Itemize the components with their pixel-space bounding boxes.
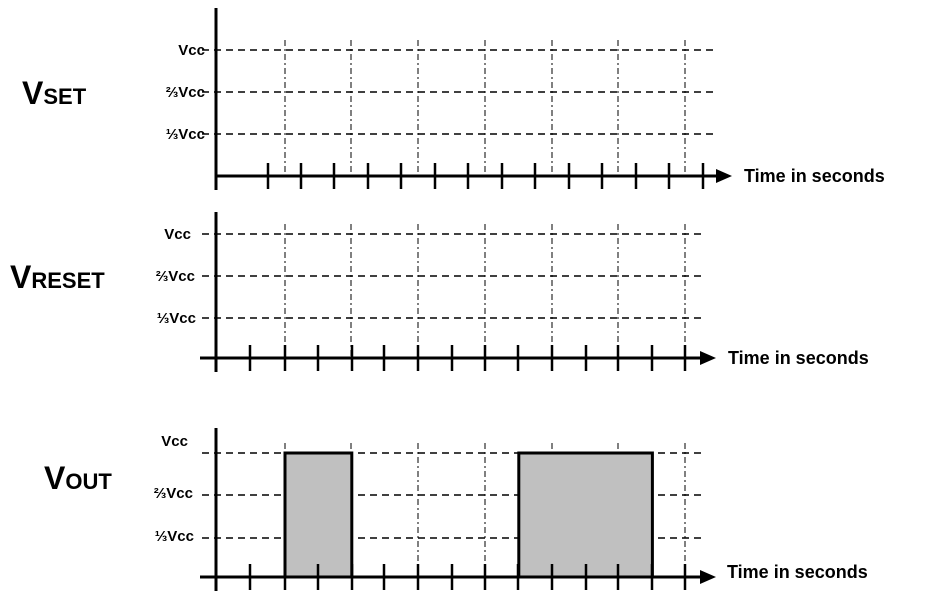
vreset-level-vcc-label: Vcc [164, 226, 191, 243]
vset-level-two-thirds-label: ⅔Vcc [166, 84, 205, 101]
vout-level-two-thirds-label: ⅔Vcc [154, 485, 193, 502]
vout-time-axis-label: Time in seconds [727, 562, 868, 582]
vset-time-axis-label: Time in seconds [744, 166, 885, 186]
vout-level-vcc-label: Vcc [161, 433, 188, 450]
panel-vset: VSET Vcc ⅔Vcc ⅓Vcc Time in seconds [22, 8, 885, 190]
vset-signal-label: VSET [22, 75, 87, 111]
vout-grid [200, 428, 716, 591]
vreset-signal-label: VRESET [10, 259, 105, 295]
vset-level-vcc-label: Vcc [178, 42, 205, 59]
vout-x-axis-arrow [700, 570, 716, 584]
vreset-level-one-third-label: ⅓Vcc [157, 310, 196, 327]
vreset-level-two-thirds-label: ⅔Vcc [156, 268, 195, 285]
panel-vout: VOUT Vcc ⅔Vcc ⅓Vcc Time in seconds [44, 428, 868, 591]
vreset-time-axis-label: Time in seconds [728, 348, 869, 368]
vout-level-one-third-label: ⅓Vcc [155, 528, 194, 545]
vreset-grid [200, 212, 716, 372]
vreset-x-axis-arrow [700, 351, 716, 365]
vset-x-axis-arrow [716, 169, 732, 183]
vset-level-one-third-label: ⅓Vcc [166, 126, 205, 143]
vset-grid [202, 8, 732, 190]
vout-pulse-0 [283, 451, 354, 579]
vout-signal-label: VOUT [44, 460, 112, 496]
panel-vreset: VRESET Vcc ⅔Vcc ⅓Vcc Time in seconds [10, 212, 869, 372]
vout-pulse-1 [517, 451, 654, 579]
